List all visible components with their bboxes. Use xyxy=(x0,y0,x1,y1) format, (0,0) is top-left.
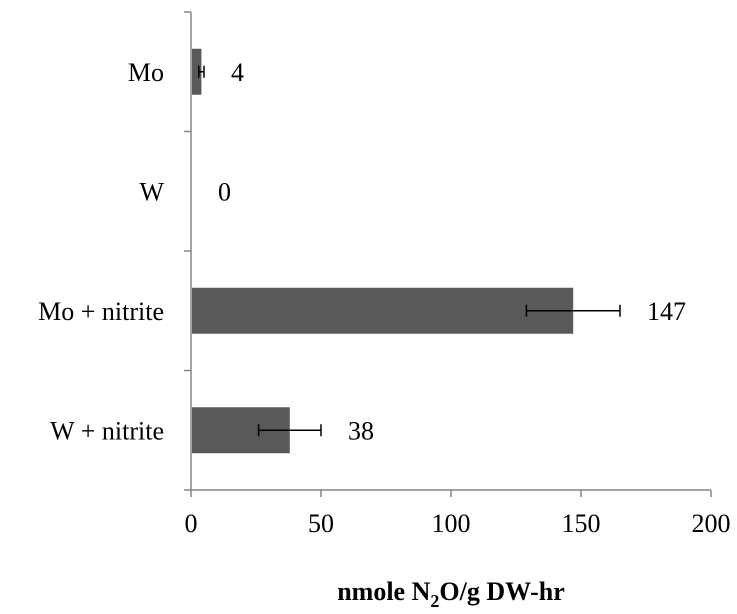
x-tick-label: 0 xyxy=(185,509,198,538)
y-tick-label: W + nitrite xyxy=(50,416,164,445)
x-axis-title: nmole N2O/g DW-hr xyxy=(337,577,565,611)
y-tick-label: Mo xyxy=(128,58,164,87)
y-tick-label: W xyxy=(139,177,164,206)
data-label: 147 xyxy=(647,297,686,326)
data-label: 0 xyxy=(218,177,231,206)
x-tick-label: 150 xyxy=(562,509,601,538)
x-tick-label: 50 xyxy=(308,509,334,538)
x-tick-label: 100 xyxy=(432,509,471,538)
bar xyxy=(192,287,574,334)
x-axis-title-subscript: 2 xyxy=(430,591,439,611)
x-tick-label: 200 xyxy=(692,509,731,538)
x-axis-title-main: nmole N xyxy=(337,577,430,606)
y-tick-label: Mo + nitrite xyxy=(38,297,164,326)
plot-area: 0 50 100 150 200 Mo 4 W 0 Mo + nitrite 147 W + nitr… xyxy=(38,11,731,538)
x-axis-title-rest: O/g DW-hr xyxy=(439,577,564,606)
data-label: 4 xyxy=(231,58,244,87)
data-label: 38 xyxy=(348,416,374,445)
bar xyxy=(192,48,202,95)
